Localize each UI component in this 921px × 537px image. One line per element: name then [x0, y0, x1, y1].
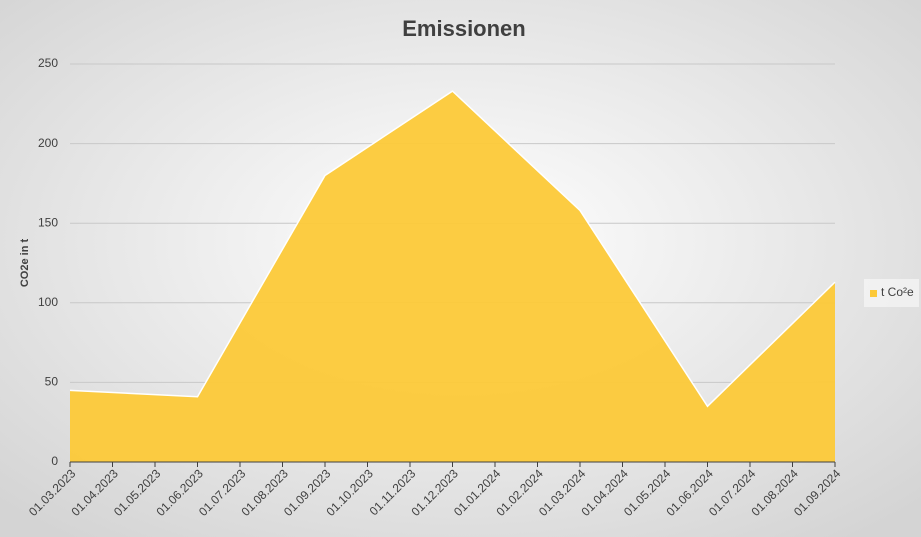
y-tick-label: 150 [38, 215, 58, 229]
y-tick-label: 200 [38, 136, 58, 150]
area [70, 91, 835, 463]
legend-swatch [870, 290, 877, 297]
y-axis-label: CO2e in t [19, 239, 31, 288]
chart-title: Emissionen [402, 16, 525, 41]
y-tick-label: 0 [51, 454, 58, 468]
y-tick-label: 250 [38, 56, 58, 70]
y-tick-label: 100 [38, 295, 58, 309]
legend-label: t Co²e [881, 285, 914, 299]
area-edge [69, 90, 836, 408]
y-tick-label: 50 [45, 375, 59, 389]
